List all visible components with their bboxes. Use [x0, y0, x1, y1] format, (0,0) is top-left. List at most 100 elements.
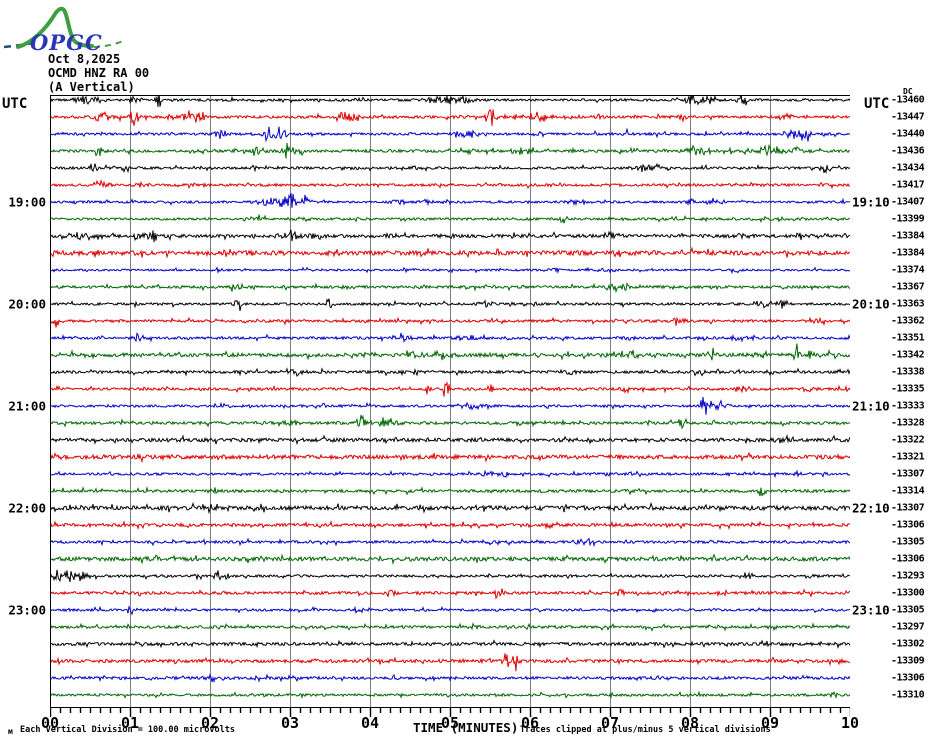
- plot-frame: [50, 95, 850, 708]
- x-tick-label: 10: [840, 714, 860, 732]
- seismogram-trace: [50, 588, 850, 600]
- utc-label-right: UTC: [864, 96, 890, 112]
- dc-value: -13321: [891, 451, 925, 463]
- dc-value: -13440: [891, 128, 925, 140]
- x-tick-label: 05: [440, 714, 460, 732]
- hour-label-left: 19:00: [8, 194, 46, 210]
- dc-value: -13322: [891, 434, 925, 446]
- dc-value: -13333: [891, 400, 925, 412]
- seismogram-trace: [50, 519, 850, 531]
- dc-value: -13307: [891, 502, 925, 514]
- seismogram-trace: [50, 108, 850, 126]
- logo-volcano-curve-icon: [16, 6, 94, 49]
- seismogram-trace: [50, 569, 850, 583]
- seismogram-trace: [50, 639, 850, 650]
- seismogram-trace: [50, 298, 850, 311]
- dc-value: -13300: [891, 587, 925, 599]
- header-channel: (A Vertical): [48, 80, 135, 94]
- dc-value: -13436: [891, 145, 925, 157]
- dc-value: -13374: [891, 264, 925, 276]
- seismogram-trace: [50, 433, 850, 446]
- dc-value: -13351: [891, 332, 925, 344]
- hour-label-left: 21:00: [8, 398, 46, 414]
- dc-value: -13328: [891, 417, 925, 429]
- seismogram-trace: [50, 451, 850, 464]
- header-station: OCMD HNZ RA 00: [48, 66, 150, 80]
- seismogram-trace: [50, 367, 850, 378]
- corner-mark: м: [8, 727, 13, 736]
- dc-value: -13297: [891, 621, 925, 633]
- seismogram-trace: [50, 501, 850, 515]
- dc-value: -13305: [891, 536, 925, 548]
- dc-value: -13407: [891, 196, 925, 208]
- hour-label-left: 20:00: [8, 296, 46, 312]
- hour-label-right: 19:10: [852, 194, 890, 210]
- seismogram-trace: [50, 537, 850, 548]
- hour-label-right: 20:10: [852, 296, 890, 312]
- utc-label-left: UTC: [2, 96, 28, 112]
- dc-value: -13447: [891, 111, 925, 123]
- dc-value: -13310: [891, 689, 925, 701]
- x-tick-label: 07: [600, 714, 620, 732]
- hour-label-left: 23:00: [8, 602, 46, 618]
- seismogram-trace: [50, 266, 850, 275]
- dc-value: -13335: [891, 383, 925, 395]
- x-tick-label: 06: [520, 714, 540, 732]
- x-tick-label: 02: [200, 714, 220, 732]
- dc-value: -13314: [891, 485, 925, 497]
- seismogram-trace: [50, 381, 850, 397]
- seismogram-trace: [50, 396, 850, 415]
- hour-label-right: 21:10: [852, 398, 890, 414]
- seismogram-trace: [50, 605, 850, 616]
- opgc-logo: OPGC: [3, 6, 127, 54]
- header-date: Oct 8,2025: [48, 52, 121, 66]
- hour-label-right: 22:10: [852, 500, 890, 516]
- seismogram-trace: [50, 162, 850, 175]
- seismogram-trace: [50, 214, 850, 224]
- dc-value: -13367: [891, 281, 925, 293]
- seismogram-trace: [50, 469, 850, 479]
- seismogram-trace: [50, 126, 850, 143]
- dc-value: -13305: [891, 604, 925, 616]
- seismogram-trace: [50, 485, 850, 497]
- x-tick-label: 01: [120, 714, 140, 732]
- dc-value: -13460: [891, 94, 925, 106]
- seismogram-trace: [50, 653, 850, 672]
- x-axis-title: TIME (MINUTES): [413, 720, 519, 735]
- seismogram-trace: [50, 690, 850, 700]
- dc-value: -13384: [891, 247, 925, 259]
- seismogram-trace: [50, 246, 850, 259]
- dc-value: -13293: [891, 570, 925, 582]
- seismogram-trace: [50, 673, 850, 684]
- dc-value: -13307: [891, 468, 925, 480]
- x-tick-label: 09: [760, 714, 780, 732]
- dc-value: -13362: [891, 315, 925, 327]
- dc-value: -13306: [891, 672, 925, 684]
- seismogram-trace: [50, 95, 850, 107]
- dc-value: -13434: [891, 162, 925, 174]
- clip-note: Traces clipped at plus/minus 5 vertical …: [520, 725, 771, 735]
- dc-value: -13384: [891, 230, 925, 242]
- helicorder-plot: [50, 95, 850, 717]
- seismogram-trace: [50, 553, 850, 566]
- dc-value: -13306: [891, 519, 925, 531]
- dc-value: -13399: [891, 213, 925, 225]
- dc-value: -13417: [891, 179, 925, 191]
- dc-value: -13342: [891, 349, 925, 361]
- seismogram-trace: [50, 142, 850, 159]
- hour-label-left: 22:00: [8, 500, 46, 516]
- dc-value: -13302: [891, 638, 925, 650]
- seismogram-trace: [50, 343, 850, 362]
- dc-value: -13309: [891, 655, 925, 667]
- hour-label-right: 23:10: [852, 602, 890, 618]
- logo-text: OPGC: [30, 30, 103, 54]
- seismogram-trace: [50, 414, 850, 430]
- seismogram-trace: [50, 229, 850, 243]
- x-tick-label: 04: [360, 714, 380, 732]
- seismogram-trace: [50, 332, 850, 343]
- dc-value: -13363: [891, 298, 925, 310]
- scale-note: Each Vertical Division = 100.00 microvol…: [20, 725, 235, 735]
- seismogram-trace: [50, 281, 850, 294]
- dc-value: -13306: [891, 553, 925, 565]
